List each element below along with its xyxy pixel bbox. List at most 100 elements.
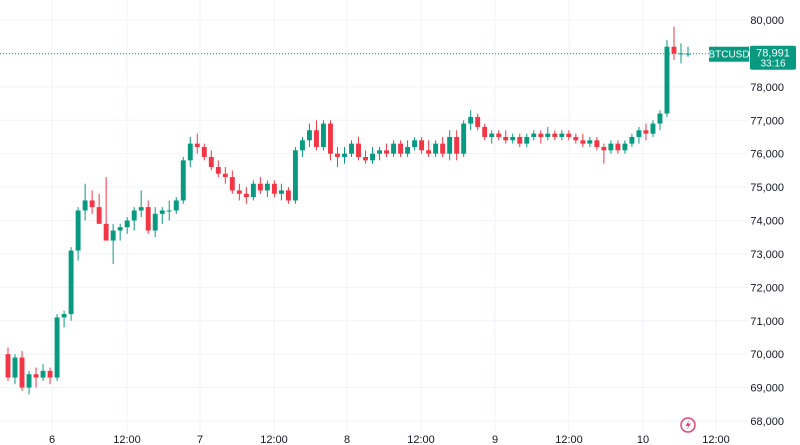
time-tick-label: 12:00 [113, 434, 141, 445]
candle-body [215, 167, 221, 174]
candle-body [201, 146, 207, 158]
candle-body [96, 207, 102, 224]
candle-body [321, 123, 326, 147]
price-tick-label: 69,000 [750, 383, 784, 395]
time-tick-label: 12:00 [702, 434, 730, 445]
candle-body [468, 116, 474, 124]
candle-body [285, 190, 291, 201]
candle-body [166, 210, 172, 212]
time-tick-label: 12:00 [407, 434, 435, 445]
candle-body [349, 143, 354, 154]
candle-body [152, 213, 158, 231]
candle-body [306, 130, 312, 141]
candle-body [629, 136, 635, 144]
candle-body [173, 200, 179, 211]
candle-body [608, 143, 614, 151]
candle-body [5, 354, 11, 378]
candle-body [419, 140, 425, 151]
price-tick-label: 71,000 [750, 316, 784, 328]
candle-body [524, 136, 530, 144]
candle-body [236, 190, 242, 194]
time-tick-label: 9 [492, 434, 498, 445]
price-tick-label: 70,000 [750, 349, 784, 361]
candle-body [19, 357, 25, 388]
candle-body [26, 374, 32, 388]
candle-body [257, 183, 263, 191]
candle-body [510, 136, 516, 141]
price-tick-label: 72,000 [750, 282, 784, 294]
candle-body [482, 126, 488, 137]
candle-body [426, 150, 432, 154]
candle-body [454, 136, 460, 154]
symbol-badge-bg [709, 46, 749, 62]
candle-body [145, 207, 151, 231]
candle-body [33, 374, 39, 378]
candle-body [12, 357, 18, 378]
candle-body [503, 136, 509, 141]
price-badge-bg [750, 45, 796, 70]
candle-body [117, 227, 123, 231]
lightning-icon[interactable] [680, 417, 696, 433]
price-tick-label: 75,000 [750, 182, 784, 194]
symbol-label: BTCUSD [708, 50, 749, 61]
time-tick-label: 7 [197, 434, 203, 445]
candle-body [384, 150, 390, 154]
price-tick-label: 74,000 [750, 216, 784, 228]
candle-body [531, 133, 537, 137]
candle-body [61, 314, 67, 318]
candle-body [187, 143, 193, 161]
candle-body [278, 190, 284, 194]
time-tick-label: 10 [637, 434, 649, 445]
time-tick-label: 6 [49, 434, 55, 445]
candle-body [573, 136, 579, 141]
price-tick-label: 77,000 [750, 115, 784, 127]
time-tick-label: 12:00 [555, 434, 583, 445]
candle-body [405, 146, 411, 154]
candle-body [587, 140, 593, 144]
candle-body [643, 130, 649, 134]
candle-body [264, 183, 270, 191]
candle-body [299, 140, 305, 151]
candle-body [377, 150, 382, 154]
candle-body [75, 210, 81, 251]
candle-body [328, 123, 333, 154]
candle-body [363, 157, 368, 161]
candle-body [356, 143, 361, 158]
time-axis[interactable]: 6 12:00 7 12:00 8 12:00 9 12:00 10 12:00 [49, 434, 730, 445]
price-axis[interactable]: 80,00079,00078,00077,00076,00075,00074,0… [750, 15, 784, 428]
candle-body [110, 230, 116, 241]
candle-body [461, 123, 467, 154]
candle-body [475, 116, 481, 127]
candle-body [292, 150, 298, 201]
candle-body [657, 113, 663, 124]
candle-body [243, 193, 249, 198]
candle-body [138, 207, 144, 211]
candle-body [664, 46, 670, 114]
time-tick-label: 12:00 [260, 434, 288, 445]
candle-body [650, 123, 656, 134]
candle-body [398, 143, 404, 154]
candle-body [615, 143, 621, 151]
candle-body [68, 250, 74, 315]
candle-body [517, 136, 523, 144]
candle-body [89, 200, 95, 208]
candle-body [601, 146, 607, 151]
candle-body [566, 133, 572, 137]
candle-body [194, 143, 200, 147]
candle-body [40, 370, 46, 378]
candle-body [208, 157, 214, 168]
candle-body [250, 183, 256, 198]
candle-body [489, 133, 495, 137]
candle-body [131, 210, 137, 221]
price-tick-label: 76,000 [750, 149, 784, 161]
candle-body [447, 136, 453, 154]
candle-body [545, 133, 551, 137]
candle-body [559, 133, 565, 137]
candle-body [636, 130, 642, 137]
candle-body [412, 140, 418, 147]
candle-body [538, 133, 544, 137]
candle-body [103, 223, 109, 241]
candle-body [124, 220, 130, 228]
